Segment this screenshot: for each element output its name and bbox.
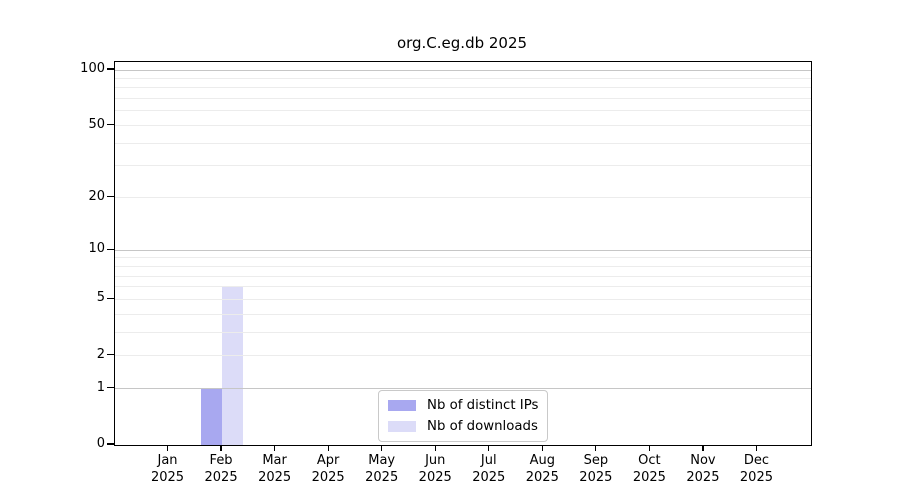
y-tick-label: 10 bbox=[88, 241, 105, 257]
legend-row: Nb of downloads bbox=[388, 419, 538, 434]
x-tick-mark bbox=[488, 445, 490, 451]
x-tick-mark bbox=[274, 445, 276, 451]
y-tick-label: 100 bbox=[80, 61, 105, 76]
minor-gridline bbox=[115, 142, 811, 144]
y-tick-mark bbox=[107, 248, 114, 250]
minor-gridline bbox=[115, 110, 811, 112]
y-tick-label: 50 bbox=[88, 116, 105, 132]
y-tick-mark bbox=[107, 297, 114, 299]
y-tick-mark bbox=[107, 123, 114, 126]
minor-gridline bbox=[115, 275, 811, 277]
minor-gridline bbox=[115, 125, 811, 127]
x-tick-mark bbox=[381, 445, 383, 451]
y-tick-mark bbox=[107, 387, 114, 389]
y-tick-label: 20 bbox=[88, 188, 105, 204]
legend-row: Nb of distinct IPs bbox=[388, 398, 538, 413]
y-tick-label: 2 bbox=[96, 346, 105, 362]
y-tick-mark bbox=[107, 196, 114, 198]
legend-swatch bbox=[388, 400, 416, 411]
x-tick-mark bbox=[595, 445, 597, 451]
y-tick-mark bbox=[107, 354, 114, 356]
minor-gridline bbox=[115, 298, 811, 300]
minor-gridline bbox=[115, 165, 811, 167]
x-tick-label: Apr 2025 bbox=[311, 453, 345, 485]
x-tick-mark bbox=[755, 445, 758, 451]
x-tick-label: May 2025 bbox=[365, 453, 399, 485]
minor-gridline bbox=[115, 286, 811, 288]
x-tick-mark bbox=[702, 445, 704, 451]
x-tick-mark bbox=[166, 445, 169, 451]
minor-gridline bbox=[115, 98, 811, 100]
minor-gridline bbox=[115, 265, 811, 267]
minor-gridline bbox=[115, 77, 811, 79]
minor-gridline bbox=[115, 313, 811, 315]
x-tick-label: Oct 2025 bbox=[632, 453, 666, 485]
x-tick-mark bbox=[220, 445, 222, 451]
y-tick-label: 5 bbox=[96, 290, 105, 306]
x-tick-label: Jul 2025 bbox=[472, 453, 506, 485]
x-tick-mark bbox=[434, 445, 436, 451]
x-tick-mark bbox=[541, 445, 543, 451]
x-tick-mark bbox=[327, 445, 329, 451]
major-gridline bbox=[115, 388, 811, 390]
y-tick-label: 1 bbox=[96, 379, 105, 395]
x-tick-label: Aug 2025 bbox=[525, 453, 559, 485]
x-tick-label: Dec 2025 bbox=[739, 453, 773, 485]
legend-label: Nb of downloads bbox=[427, 419, 538, 434]
legend-swatch bbox=[388, 421, 416, 432]
minor-gridline bbox=[115, 355, 811, 357]
legend-label: Nb of distinct IPs bbox=[427, 398, 539, 413]
major-gridline bbox=[115, 69, 811, 71]
x-tick-label: Jan 2025 bbox=[150, 453, 185, 485]
minor-gridline bbox=[115, 331, 811, 333]
y-tick-label: 0 bbox=[96, 436, 105, 451]
y-tick-mark bbox=[107, 68, 114, 70]
major-gridline bbox=[115, 249, 811, 251]
minor-gridline bbox=[115, 197, 811, 199]
x-tick-label: Nov 2025 bbox=[686, 453, 720, 485]
legend: Nb of distinct IPs Nb of downloads bbox=[378, 390, 548, 442]
x-tick-label: Feb 2025 bbox=[204, 453, 238, 485]
x-tick-label: Jun 2025 bbox=[418, 453, 452, 485]
x-tick-label: Mar 2025 bbox=[258, 453, 292, 485]
plot-area: Nb of distinct IPs Nb of downloads bbox=[114, 61, 812, 446]
bar-nb-of-downloads bbox=[222, 286, 244, 445]
minor-gridline bbox=[115, 87, 811, 89]
chart-title: org.C.eg.db 2025 bbox=[396, 34, 528, 52]
y-tick-mark bbox=[107, 443, 114, 445]
minor-gridline bbox=[115, 257, 811, 259]
x-tick-label: Sep 2025 bbox=[579, 453, 613, 485]
x-tick-mark bbox=[648, 445, 650, 451]
bar-nb-of-distinct-ips bbox=[200, 388, 223, 445]
